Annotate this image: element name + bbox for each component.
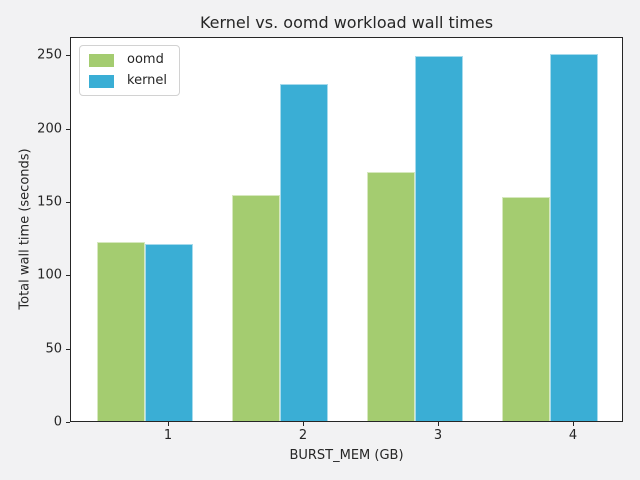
legend-entry-kernel: kernel — [89, 73, 167, 89]
bar-oomd-1 — [97, 242, 145, 421]
x-tick-mark — [168, 422, 169, 426]
bar-oomd-3 — [367, 172, 415, 421]
bar-kernel-4 — [550, 54, 598, 421]
y-axis-label-text: Total wall time (seconds) — [17, 148, 33, 310]
y-tick-mark — [66, 349, 70, 350]
legend-swatch-oomd — [89, 53, 114, 67]
chart-title: Kernel vs. oomd workload wall times — [199, 13, 494, 32]
legend-label-kernel: kernel — [127, 73, 168, 88]
x-axis-label: BURST_MEM (GB) — [289, 448, 404, 463]
legend: oomd kernel — [79, 45, 181, 96]
bar-kernel-1 — [145, 244, 193, 421]
legend-entry-oomd: oomd — [89, 52, 167, 68]
x-tick-label: 3 — [433, 428, 443, 443]
bar-kernel-3 — [415, 56, 463, 421]
x-tick-label: 2 — [298, 428, 308, 443]
y-tick-label: 100 — [37, 267, 62, 283]
y-tick-mark — [66, 55, 70, 56]
y-tick-label: 50 — [45, 341, 62, 357]
y-tick-mark — [66, 422, 70, 423]
x-tick-mark — [573, 422, 574, 426]
legend-label-oomd: oomd — [127, 52, 164, 67]
x-tick-mark — [438, 422, 439, 426]
y-tick-mark — [66, 202, 70, 203]
x-tick-label: 1 — [163, 428, 173, 443]
bar-oomd-2 — [232, 195, 280, 421]
bar-kernel-2 — [280, 84, 328, 421]
legend-swatch-kernel — [89, 74, 114, 88]
plot-area: oomd kernel — [70, 37, 623, 422]
x-tick-label: 4 — [568, 428, 578, 443]
y-tick-label: 200 — [37, 121, 62, 137]
bar-oomd-4 — [502, 197, 550, 421]
y-tick-mark — [66, 129, 70, 130]
y-tick-label: 250 — [37, 47, 62, 63]
y-tick-mark — [66, 275, 70, 276]
y-tick-label: 150 — [37, 194, 62, 210]
y-tick-label: 0 — [53, 414, 62, 430]
x-tick-mark — [303, 422, 304, 426]
